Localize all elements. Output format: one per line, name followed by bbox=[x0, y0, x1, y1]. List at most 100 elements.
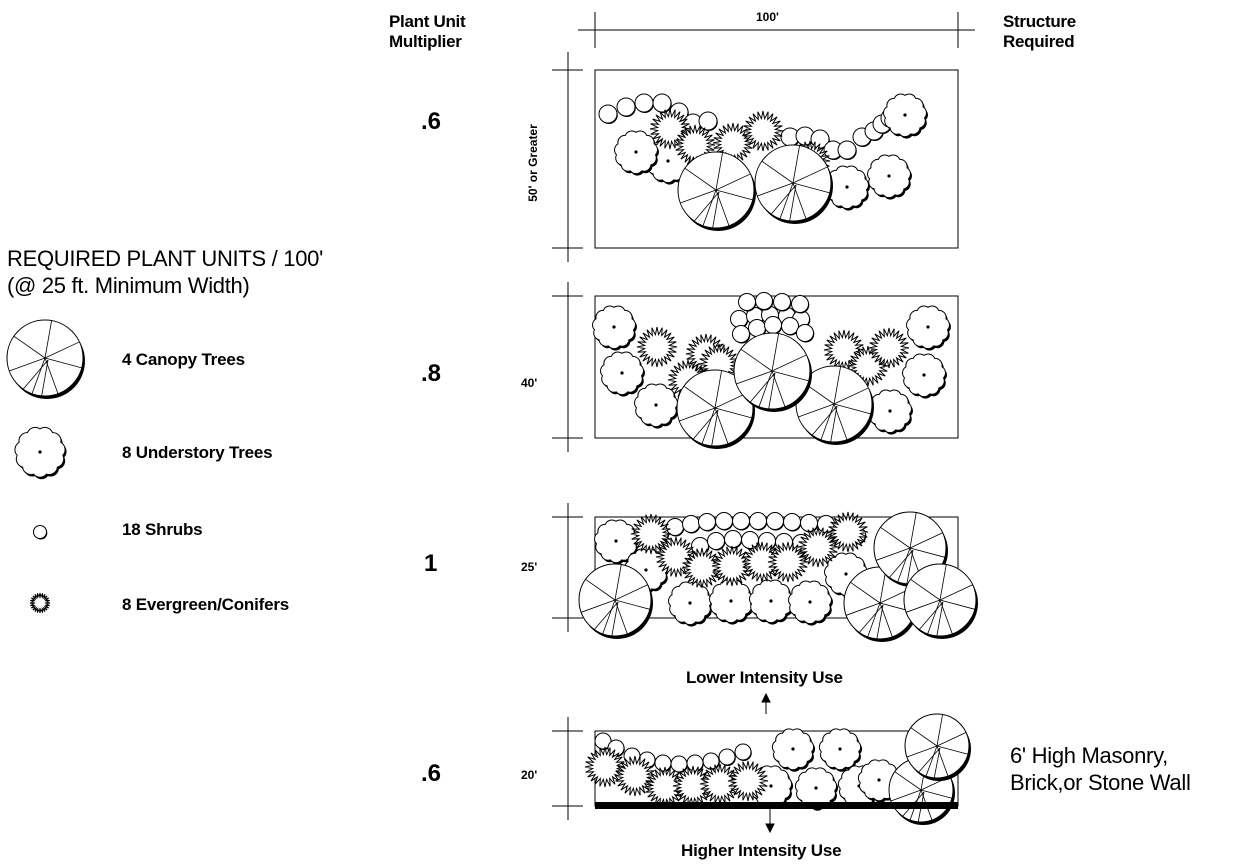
multiplier-3: 1 bbox=[424, 550, 438, 577]
header-line: Structure bbox=[1003, 12, 1076, 31]
understory-tree-icon bbox=[600, 351, 645, 397]
legend-label-understory: 8 Understory Trees bbox=[122, 443, 273, 462]
shrub-icon bbox=[738, 293, 757, 312]
understory-tree-icon bbox=[614, 130, 659, 176]
shrub-icon bbox=[796, 324, 815, 343]
shrub-icon bbox=[724, 530, 743, 549]
canopy-tree-icon bbox=[754, 144, 833, 224]
plant-unit-multiplier-header: Plant Unit Multiplier bbox=[389, 12, 466, 52]
higher-use-arrow-head bbox=[765, 823, 775, 834]
shrub-icon bbox=[791, 295, 810, 314]
shrub-icon bbox=[783, 513, 802, 532]
width-label-2: 40' bbox=[521, 376, 538, 390]
understory-tree-icon bbox=[709, 579, 754, 625]
header-line: Plant Unit bbox=[389, 12, 466, 31]
evergreen-conifer-icon bbox=[681, 547, 723, 589]
shrub-icon bbox=[682, 515, 701, 534]
lower-intensity-use-label: Lower Intensity Use bbox=[686, 668, 843, 687]
legend-title-line: (@ 25 ft. Minimum Width) bbox=[7, 273, 250, 298]
shrub-icon bbox=[781, 317, 800, 336]
header-line: Required bbox=[1003, 32, 1075, 51]
shrub-icon bbox=[734, 743, 752, 761]
shrub-icon bbox=[652, 93, 672, 113]
wall-label-line: 6' High Masonry, bbox=[1010, 743, 1168, 768]
shrub-icon bbox=[634, 93, 654, 113]
shrub-icon bbox=[698, 513, 717, 532]
evergreen-conifer-icon bbox=[797, 526, 839, 568]
shrub-icon bbox=[741, 531, 760, 550]
shrub-icon bbox=[764, 316, 783, 335]
shrub-icon bbox=[732, 512, 751, 531]
understory-tree-icon bbox=[634, 383, 679, 429]
shrub-icon bbox=[837, 140, 857, 160]
masonry-wall bbox=[595, 802, 958, 809]
canopy-tree-icon bbox=[795, 365, 874, 445]
higher-intensity-use-label: Higher Intensity Use bbox=[681, 841, 842, 860]
shrub-icon bbox=[780, 127, 800, 147]
understory-tree-icon bbox=[749, 579, 794, 625]
canopy-tree-icon bbox=[676, 369, 755, 449]
shrub-icon bbox=[766, 512, 785, 531]
evergreen-conifer-icon bbox=[699, 763, 741, 805]
understory-tree-icon bbox=[14, 427, 67, 480]
shrub-icon bbox=[755, 292, 774, 311]
canopy-tree-icon bbox=[903, 563, 978, 639]
shrub-icon bbox=[707, 532, 726, 551]
understory-tree-icon bbox=[594, 519, 639, 565]
shrub-icon bbox=[598, 104, 618, 124]
legend-label-evergreen: 8 Evergreen/Conifers bbox=[122, 595, 290, 614]
understory-tree-icon bbox=[867, 154, 912, 200]
width-label-3: 25' bbox=[521, 560, 538, 574]
legend-title: REQUIRED PLANT UNITS / 100' (@ 25 ft. Mi… bbox=[7, 245, 323, 299]
shrub-icon bbox=[698, 111, 718, 131]
canopy-tree-icon bbox=[904, 713, 971, 781]
evergreen-conifer-icon bbox=[630, 513, 672, 555]
multiplier-4: .6 bbox=[421, 760, 442, 787]
shrub-icon bbox=[800, 514, 819, 533]
shrub-icon bbox=[773, 293, 792, 312]
legend-label-shrubs: 18 Shrubs bbox=[122, 520, 203, 539]
width-label-4: 20' bbox=[521, 768, 538, 782]
shrub-icon bbox=[718, 748, 736, 766]
shrub-icon bbox=[33, 525, 48, 540]
shrub-icon bbox=[691, 537, 710, 556]
lower-use-arrow-head bbox=[761, 692, 771, 703]
understory-tree-icon bbox=[788, 580, 833, 626]
evergreen-conifer-icon bbox=[827, 511, 869, 553]
evergreen-conifer-icon bbox=[868, 327, 910, 369]
width-dimension-label: 100' bbox=[756, 10, 779, 24]
evergreen-conifer-icon bbox=[727, 760, 769, 802]
buffer-rect-50ft bbox=[594, 69, 959, 249]
shrub-icon bbox=[749, 512, 768, 531]
header-line: Multiplier bbox=[389, 32, 462, 51]
canopy-tree-icon bbox=[578, 563, 653, 639]
understory-tree-icon bbox=[883, 93, 928, 139]
evergreen-conifer-icon bbox=[29, 592, 51, 614]
structure-required-header: Structure Required bbox=[1003, 12, 1076, 52]
wall-label-line: Brick,or Stone Wall bbox=[1010, 770, 1191, 795]
understory-tree-icon bbox=[818, 728, 863, 772]
evergreen-conifer-icon bbox=[767, 541, 809, 583]
evergreen-conifer-icon bbox=[711, 545, 753, 587]
shrub-icon bbox=[616, 97, 636, 117]
canopy-tree-icon bbox=[733, 332, 812, 412]
legend-label-canopy: 4 Canopy Trees bbox=[122, 350, 245, 369]
understory-tree-icon bbox=[592, 305, 637, 351]
shrub-icon bbox=[702, 752, 720, 770]
shrub-icon bbox=[715, 512, 734, 531]
canopy-tree-icon bbox=[6, 319, 85, 399]
canopy-tree-icon bbox=[677, 151, 756, 231]
understory-tree-icon bbox=[906, 305, 951, 351]
shrub-icon bbox=[732, 325, 751, 344]
shrub-icon bbox=[748, 319, 767, 338]
wall-structure-label: 6' High Masonry, Brick,or Stone Wall bbox=[1010, 742, 1191, 796]
understory-tree-icon bbox=[794, 767, 839, 811]
evergreen-conifer-icon bbox=[742, 110, 784, 152]
shrub-icon bbox=[670, 755, 688, 773]
legend-title-line: REQUIRED PLANT UNITS / 100' bbox=[7, 246, 324, 271]
multiplier-2: .8 bbox=[421, 360, 442, 387]
understory-tree-icon bbox=[668, 581, 713, 627]
understory-tree-icon bbox=[902, 353, 947, 399]
